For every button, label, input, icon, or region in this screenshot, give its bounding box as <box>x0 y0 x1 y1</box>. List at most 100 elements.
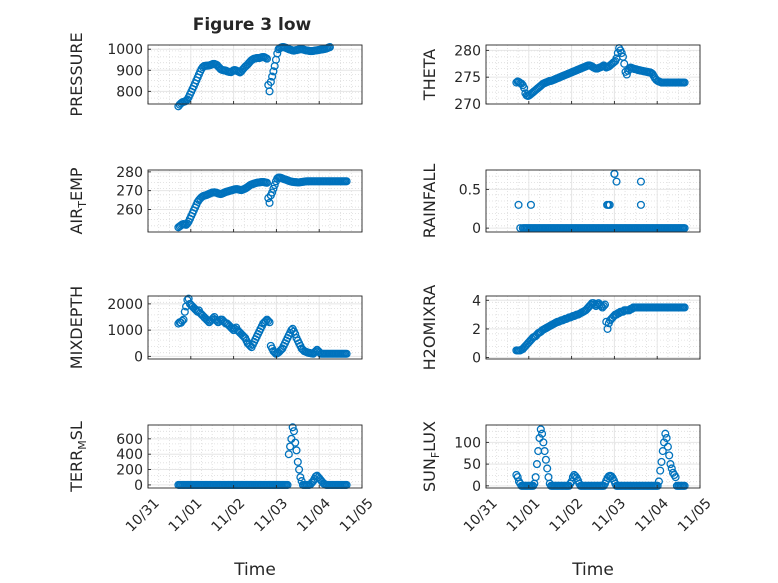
theta-point <box>617 48 626 58</box>
h2omixra-point <box>600 300 610 309</box>
theta-ytick-label: 270 <box>454 97 481 113</box>
theta-ytick-label: 280 <box>454 43 481 59</box>
terr-msl-ytick-label: 0 <box>134 478 143 494</box>
theta-point <box>520 83 529 92</box>
sun-flux-point <box>571 472 580 481</box>
rainfall-point <box>636 200 645 209</box>
sun-flux-point <box>654 477 663 486</box>
pressure-point <box>268 72 277 81</box>
air-temp-point <box>262 178 272 187</box>
mixdepth-point <box>261 316 270 325</box>
mixdepth-ylabel: MIXDEPTH <box>67 286 86 369</box>
theta-point <box>620 59 629 68</box>
sun-flux-markers <box>512 425 689 490</box>
rainfall-ylabel: RAINFALL <box>420 164 439 239</box>
pressure-ytick-label: 900 <box>116 63 143 79</box>
sun-flux-ytick-label: 100 <box>454 435 481 451</box>
mixdepth-point <box>262 315 272 324</box>
pressure-point <box>269 67 278 76</box>
terr-msl-point <box>296 473 305 482</box>
mixdepth-point <box>191 305 200 314</box>
sun-flux-point <box>539 438 548 447</box>
sun-flux-point <box>666 460 675 469</box>
terr-msl-ytick-label: 400 <box>116 447 143 463</box>
sun-flux-point <box>541 455 550 464</box>
subplot-mixdepth: 0 1000 2000 MIXDEPTH <box>67 286 363 369</box>
h2omixra-ytick-label: 0 <box>472 351 481 367</box>
rainfall-point <box>636 177 645 186</box>
rainfall-point <box>680 224 689 233</box>
rainfall-axes-box <box>485 169 701 233</box>
rainfall-point <box>514 200 523 209</box>
rainfall-markers <box>514 169 689 233</box>
mixdepth-point <box>179 315 188 324</box>
air-temp-point <box>342 177 351 186</box>
mixdepth-point <box>275 347 284 356</box>
subplot-h2omixra: 0 2 4 H2OMIXRA <box>420 285 701 371</box>
pressure-ylabel: PRESSURE <box>67 32 86 116</box>
h2omixra-point <box>603 324 612 333</box>
sun-flux-point <box>680 481 689 490</box>
subplot-rainfall: 0 0.5 RAINFALL <box>420 164 701 239</box>
sun-flux-point <box>653 481 662 490</box>
pressure-axes-box <box>147 44 363 105</box>
mixdepth-point <box>178 316 187 325</box>
mixdepth-markers <box>174 294 351 358</box>
mixdepth-point <box>291 330 300 339</box>
terr-msl-point <box>288 423 297 432</box>
air-temp-ytick-label: 270 <box>116 184 143 200</box>
rainfall-ytick-label: 0 <box>472 221 481 237</box>
sun-flux-point <box>536 425 545 434</box>
air-temp-point <box>268 188 277 197</box>
terr-msl-markers <box>174 423 351 489</box>
sun-flux-point <box>656 466 665 475</box>
air-temp-point <box>269 184 278 193</box>
terr-msl-point <box>295 465 304 474</box>
mixdepth-point <box>238 331 247 340</box>
sun-flux-xlabel: Time <box>571 560 614 580</box>
terr-msl-ylabel: TERRMSL <box>67 421 89 493</box>
terr-msl-point <box>292 446 301 455</box>
air-temp-ytick-label: 280 <box>116 165 143 181</box>
air-temp-markers <box>174 173 351 232</box>
pressure-point <box>325 43 334 52</box>
mixdepth-point <box>265 318 274 327</box>
theta-axes-box <box>485 44 701 105</box>
mixdepth-axes-box <box>147 295 363 360</box>
pressure-markers <box>174 43 334 111</box>
terr-msl-ytick-label: 200 <box>116 463 143 479</box>
terr-msl-xlabel: Time <box>233 560 276 580</box>
terr-msl-point <box>284 450 293 459</box>
mixdepth-point <box>184 294 193 303</box>
theta-point <box>517 79 526 88</box>
h2omixra-markers <box>512 299 689 355</box>
h2omixra-ylabel: H2OMIXRA <box>420 285 439 371</box>
terr-msl-plot-area <box>148 425 362 488</box>
terr-msl-point <box>293 457 302 466</box>
pressure-ytick-label: 800 <box>116 84 143 100</box>
sun-flux-point <box>663 442 672 451</box>
sun-flux-point <box>531 473 540 482</box>
theta-ylabel: THETA <box>420 49 439 101</box>
mixdepth-point <box>264 316 273 325</box>
sun-flux-point <box>543 464 552 473</box>
sun-flux-ytick-label: 50 <box>463 457 481 473</box>
pressure-point <box>265 87 274 96</box>
pressure-point <box>266 77 275 86</box>
sun-flux-point <box>665 451 674 460</box>
air-temp-ytick-label: 260 <box>116 202 143 218</box>
h2omixra-point <box>597 301 606 311</box>
mixdepth-ytick-label: 2000 <box>107 297 143 313</box>
pressure-plot-area <box>148 45 362 104</box>
terr-msl-axes-box <box>147 424 363 489</box>
sun-flux-ytick-label: 0 <box>472 479 481 495</box>
sun-flux-point <box>540 447 549 456</box>
sun-flux-point <box>671 473 680 482</box>
h2omixra-axes-box <box>485 295 701 360</box>
mixdepth-point <box>342 349 351 358</box>
sun-flux-point <box>661 429 670 438</box>
air-temp-point <box>270 180 279 190</box>
sun-flux-point <box>607 472 616 481</box>
